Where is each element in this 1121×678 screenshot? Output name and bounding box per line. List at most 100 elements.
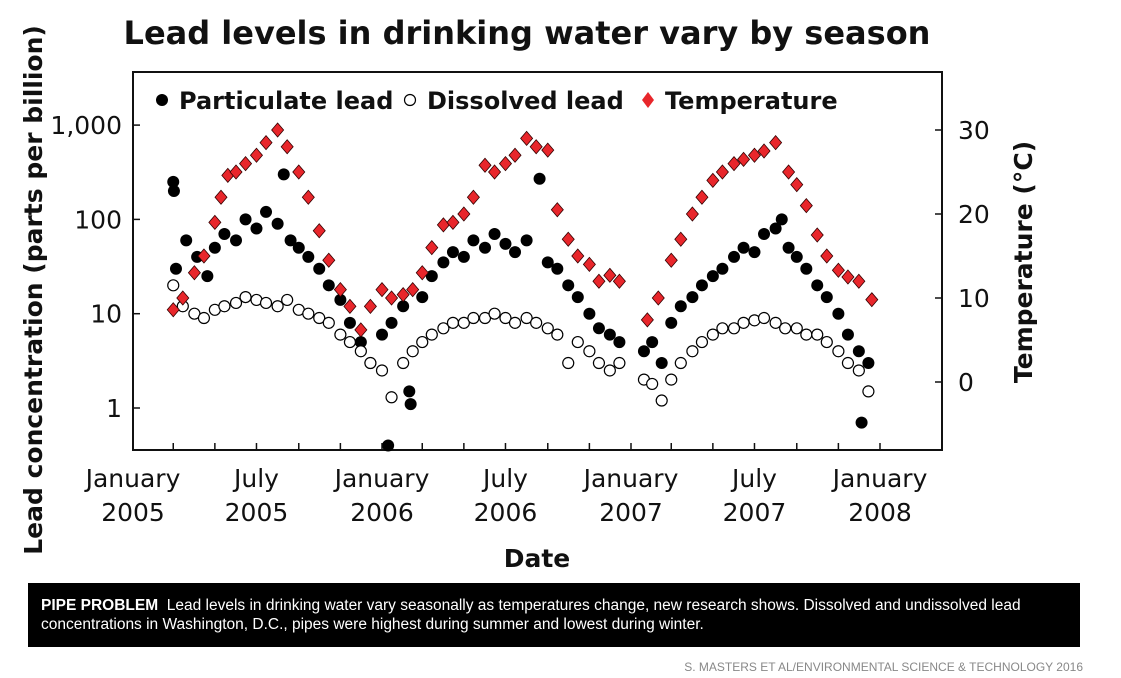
- particulate-point: [533, 172, 546, 185]
- dissolved-point: [541, 322, 554, 335]
- temperature-point: [406, 281, 420, 298]
- dissolved-point: [695, 335, 709, 349]
- dissolved-point: [446, 316, 460, 329]
- temperature-point: [612, 273, 626, 289]
- particulate-point: [592, 322, 605, 335]
- particulate-point: [260, 205, 273, 218]
- temperature-point: [312, 223, 326, 239]
- particulate-point: [446, 246, 459, 259]
- legend: Particulate lead Dissolved lead Temperat…: [156, 87, 838, 115]
- x-tick-label: January: [582, 464, 679, 493]
- temperature-point: [757, 143, 771, 159]
- dissolved-point: [530, 316, 543, 329]
- dissolved-point: [862, 385, 875, 398]
- particulate-point: [603, 328, 616, 341]
- particulate-point: [775, 213, 788, 226]
- dissolved-point: [790, 322, 803, 335]
- dissolved-point: [467, 311, 480, 325]
- dissolved-point: [416, 335, 429, 349]
- x-tick-label: 2007: [599, 498, 663, 527]
- particulate-point: [201, 270, 214, 283]
- particulate-point: [665, 316, 678, 329]
- particulate-point: [425, 270, 438, 283]
- dissolved-point: [769, 316, 782, 329]
- particulate-point: [416, 291, 429, 304]
- temperature-point: [550, 202, 564, 218]
- particulate-point: [385, 316, 398, 329]
- temperature-point: [229, 164, 243, 180]
- dissolved-point: [841, 356, 855, 370]
- particulate-point: [239, 213, 252, 226]
- particulate-point: [613, 336, 626, 349]
- x-tick-label: July: [481, 464, 528, 493]
- dissolved-point: [385, 391, 398, 404]
- dissolved-point: [271, 300, 284, 313]
- temperature-point: [478, 157, 492, 173]
- particulate-point: [313, 262, 326, 275]
- dissolved-point: [583, 345, 596, 358]
- temperature-point: [747, 147, 762, 163]
- x-tick-label: 2006: [474, 498, 538, 527]
- particulate-point: [509, 246, 522, 259]
- temperature-point: [571, 248, 585, 264]
- particulate-point: [583, 307, 596, 320]
- dissolved-point: [592, 356, 606, 370]
- legend-dissolved-label: Dissolved lead: [427, 87, 624, 115]
- temperature-point: [322, 252, 336, 268]
- particulate-point: [748, 246, 761, 259]
- particulate-point: [706, 270, 719, 283]
- temperature-point: [782, 164, 796, 180]
- particulate-point: [437, 256, 450, 269]
- particulate-point: [520, 234, 533, 247]
- dissolved-point: [457, 316, 470, 329]
- particulate-point: [855, 416, 868, 429]
- temperature-point: [685, 206, 699, 222]
- temperature-point: [176, 290, 190, 306]
- y2-axis-label: Temperature (°C): [1009, 141, 1038, 383]
- particulate-point: [230, 234, 243, 247]
- dissolved-point: [665, 373, 678, 386]
- temperature-point: [446, 214, 460, 231]
- axes: January 2005 July 2005 January 2006 July 2006 Ja…: [50, 111, 989, 527]
- x-axis-label: Date: [504, 544, 571, 573]
- temperature-point: [799, 197, 813, 214]
- temperature-point: [498, 155, 513, 172]
- dissolved-point: [334, 328, 347, 341]
- temperature-point: [820, 248, 834, 264]
- temperature-point: [769, 134, 783, 151]
- dissolved-point: [425, 328, 438, 341]
- chart: Lead levels in drinking water vary by se…: [19, 14, 1038, 573]
- dissolved-point: [197, 311, 211, 325]
- temperature-point: [541, 142, 555, 158]
- particulate-point: [284, 234, 297, 247]
- particulate-point: [674, 300, 687, 313]
- temperature-point: [466, 189, 480, 205]
- particulate-point: [457, 250, 470, 263]
- dissolved-point: [322, 316, 335, 329]
- dissolved-point: [655, 394, 668, 407]
- particulate-point: [277, 168, 290, 181]
- dissolved-point: [852, 364, 865, 377]
- particulate-point: [218, 228, 231, 241]
- dissolved-point: [229, 296, 243, 310]
- particulate-point: [790, 250, 803, 263]
- particulate-point: [862, 357, 875, 370]
- dissolved-point: [613, 356, 626, 370]
- particulate-point: [728, 250, 741, 263]
- dissolved-point: [674, 356, 687, 370]
- temperature-point: [166, 302, 180, 318]
- particulate-point: [541, 256, 554, 269]
- particulate-point: [637, 345, 650, 358]
- temperature-point: [457, 206, 471, 222]
- dissolved-point: [520, 311, 533, 325]
- particulate-point: [397, 300, 410, 313]
- particulate-point: [403, 385, 416, 398]
- temperature-point: [831, 262, 845, 278]
- legend-particulate-label: Particulate lead: [179, 87, 393, 115]
- dissolved-point: [820, 335, 833, 349]
- temperature-point: [333, 281, 347, 298]
- particulate-point: [571, 291, 584, 304]
- legend-dissolved-marker: [403, 93, 417, 107]
- particulate-point: [180, 234, 193, 247]
- temperature-point: [664, 252, 678, 268]
